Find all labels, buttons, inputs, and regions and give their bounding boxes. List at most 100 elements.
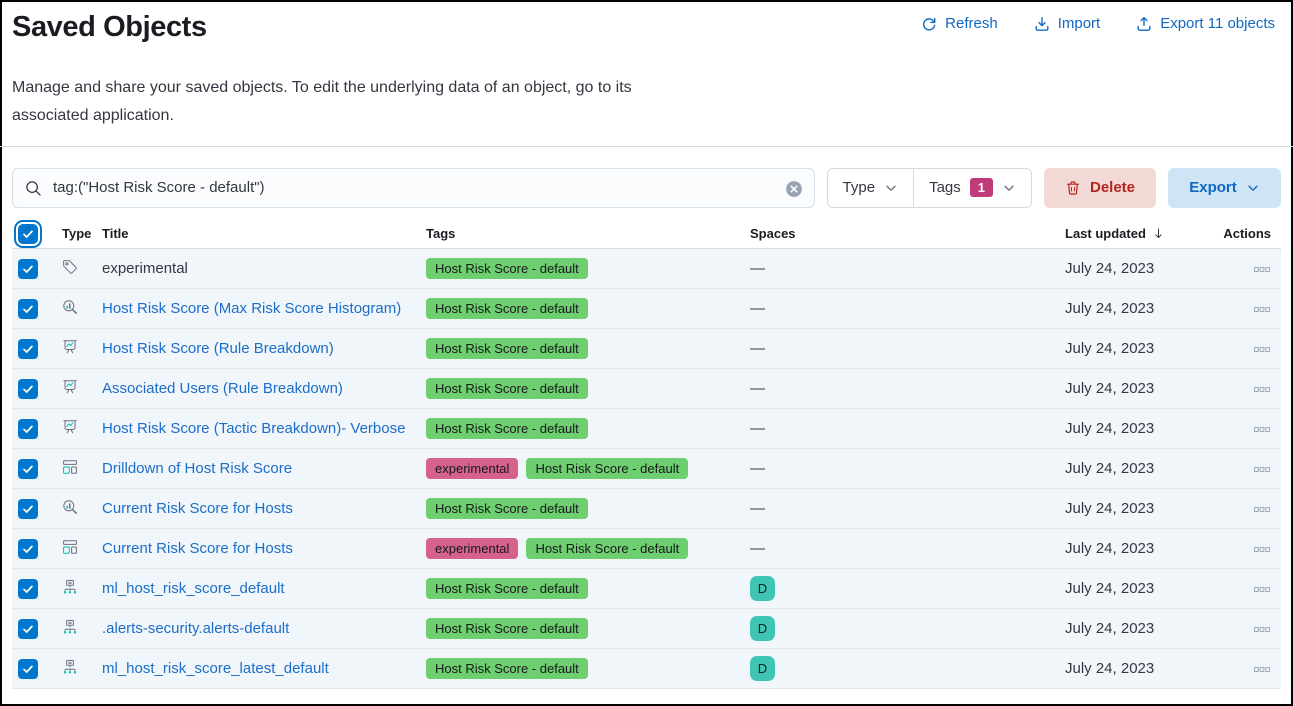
column-header-tags[interactable]: Tags xyxy=(416,218,740,250)
tag-badge[interactable]: experimental xyxy=(426,458,519,480)
row-spaces: — xyxy=(750,300,765,317)
row-checkbox[interactable] xyxy=(18,578,38,599)
filter-group: Type Tags 1 xyxy=(826,167,1032,208)
index-pattern-icon xyxy=(62,579,78,595)
row-title[interactable]: ml_host_risk_score_default xyxy=(102,580,285,598)
row-checkbox[interactable] xyxy=(18,618,38,639)
row-tags: experimental Host Risk Score - default xyxy=(426,538,696,560)
row-spaces: — xyxy=(750,380,765,397)
row-title[interactable]: .alerts-security.alerts-default xyxy=(102,620,290,638)
index-pattern-icon xyxy=(62,659,78,675)
tag-badge[interactable]: Host Risk Score - default xyxy=(526,538,689,560)
table-row: experimental Host Risk Score - default —… xyxy=(12,248,1281,289)
row-title[interactable]: Host Risk Score (Tactic Breakdown)- Verb… xyxy=(102,420,406,438)
row-title[interactable]: Host Risk Score (Max Risk Score Histogra… xyxy=(102,300,402,318)
boxes-horizontal-icon xyxy=(1254,587,1271,593)
row-actions-button[interactable] xyxy=(1254,343,1271,357)
row-spaces: — xyxy=(750,420,765,437)
page-title: Saved Objects xyxy=(12,11,207,43)
export-selected-button[interactable]: Export xyxy=(1168,167,1281,208)
visualization-icon xyxy=(62,419,78,435)
tag-badge[interactable]: Host Risk Score - default xyxy=(426,658,588,680)
tag-badge[interactable]: Host Risk Score - default xyxy=(426,258,588,280)
type-filter-button[interactable]: Type xyxy=(828,169,914,207)
column-header-last-updated[interactable]: Last updated xyxy=(1050,218,1190,250)
delete-button[interactable]: Delete xyxy=(1044,167,1156,208)
refresh-icon xyxy=(921,16,937,32)
row-actions-button[interactable] xyxy=(1254,663,1271,677)
row-tags: Host Risk Score - default xyxy=(426,258,596,280)
tag-badge[interactable]: Host Risk Score - default xyxy=(526,458,689,480)
search-input[interactable] xyxy=(13,168,814,207)
row-actions-button[interactable] xyxy=(1254,423,1271,437)
dashboard-icon xyxy=(62,459,78,475)
row-checkbox[interactable] xyxy=(18,378,38,399)
tag-badge[interactable]: Host Risk Score - default xyxy=(426,618,588,640)
row-checkbox[interactable] xyxy=(18,418,38,439)
row-actions-button[interactable] xyxy=(1254,263,1271,277)
boxes-horizontal-icon xyxy=(1254,627,1271,633)
column-header-spaces[interactable]: Spaces xyxy=(740,218,1050,250)
row-actions-button[interactable] xyxy=(1254,543,1271,557)
row-checkbox[interactable] xyxy=(18,458,38,479)
row-title[interactable]: ml_host_risk_score_latest_default xyxy=(102,660,329,678)
chevron-down-icon xyxy=(1246,181,1260,195)
row-tags: Host Risk Score - default xyxy=(426,498,596,520)
select-all-checkbox[interactable] xyxy=(14,219,42,248)
tag-badge[interactable]: Host Risk Score - default xyxy=(426,298,588,320)
visualization-icon xyxy=(62,379,78,395)
check-icon xyxy=(23,665,33,673)
table-row: Host Risk Score (Tactic Breakdown)- Verb… xyxy=(12,408,1281,449)
page-header: Saved Objects Refresh Import Export 11 o… xyxy=(12,2,1281,45)
tag-badge[interactable]: Host Risk Score - default xyxy=(426,498,588,520)
boxes-horizontal-icon xyxy=(1254,347,1271,353)
space-avatar: D xyxy=(750,616,775,642)
chevron-down-icon xyxy=(1002,181,1016,195)
row-checkbox[interactable] xyxy=(18,658,38,679)
row-checkbox[interactable] xyxy=(18,338,38,359)
table-row: Current Risk Score for Hosts Host Risk S… xyxy=(12,488,1281,529)
tag-badge[interactable]: Host Risk Score - default xyxy=(426,338,588,360)
table-row: Current Risk Score for Hosts experimenta… xyxy=(12,528,1281,569)
index-pattern-icon xyxy=(62,619,78,635)
column-header-title[interactable]: Title xyxy=(92,218,416,250)
search-icon xyxy=(25,180,42,202)
saved-objects-page: Saved Objects Refresh Import Export 11 o… xyxy=(0,2,1293,690)
table-row: Drilldown of Host Risk Score experimenta… xyxy=(12,448,1281,489)
row-title[interactable]: Current Risk Score for Hosts xyxy=(102,540,293,558)
tag-badge[interactable]: experimental xyxy=(426,538,519,560)
row-checkbox[interactable] xyxy=(18,538,38,559)
check-icon xyxy=(23,505,33,513)
tag-badge[interactable]: Host Risk Score - default xyxy=(426,418,588,440)
export-all-button[interactable]: Export 11 objects xyxy=(1136,15,1275,32)
dashboard-icon xyxy=(62,539,78,555)
no-spaces-dash: — xyxy=(750,500,765,518)
row-checkbox[interactable] xyxy=(18,498,38,519)
row-checkbox[interactable] xyxy=(18,258,38,279)
row-title[interactable]: Host Risk Score (Rule Breakdown) xyxy=(102,340,334,358)
import-button[interactable]: Import xyxy=(1034,15,1100,32)
saved-objects-table: Type Title Tags Spaces Last updated Acti… xyxy=(12,218,1281,690)
column-header-type[interactable]: Type xyxy=(50,218,92,250)
row-tags: Host Risk Score - default xyxy=(426,338,596,360)
table-row: Host Risk Score (Max Risk Score Histogra… xyxy=(12,288,1281,329)
row-actions-button[interactable] xyxy=(1254,463,1271,477)
row-actions-button[interactable] xyxy=(1254,383,1271,397)
row-actions-button[interactable] xyxy=(1254,303,1271,317)
row-spaces: D xyxy=(750,616,775,642)
tags-filter-button[interactable]: Tags 1 xyxy=(913,168,1031,207)
row-tags: Host Risk Score - default xyxy=(426,298,596,320)
refresh-button[interactable]: Refresh xyxy=(921,15,998,32)
search-clear-button[interactable] xyxy=(785,180,803,198)
row-title[interactable]: Current Risk Score for Hosts xyxy=(102,500,293,518)
tag-badge[interactable]: Host Risk Score - default xyxy=(426,578,588,600)
row-tags: Host Risk Score - default xyxy=(426,578,596,600)
row-actions-button[interactable] xyxy=(1254,583,1271,597)
tag-badge[interactable]: Host Risk Score - default xyxy=(426,378,588,400)
no-spaces-dash: — xyxy=(750,420,765,438)
row-title[interactable]: Associated Users (Rule Breakdown) xyxy=(102,380,343,398)
row-checkbox[interactable] xyxy=(18,298,38,319)
row-title[interactable]: Drilldown of Host Risk Score xyxy=(102,460,293,478)
row-actions-button[interactable] xyxy=(1254,503,1271,517)
row-actions-button[interactable] xyxy=(1254,623,1271,637)
